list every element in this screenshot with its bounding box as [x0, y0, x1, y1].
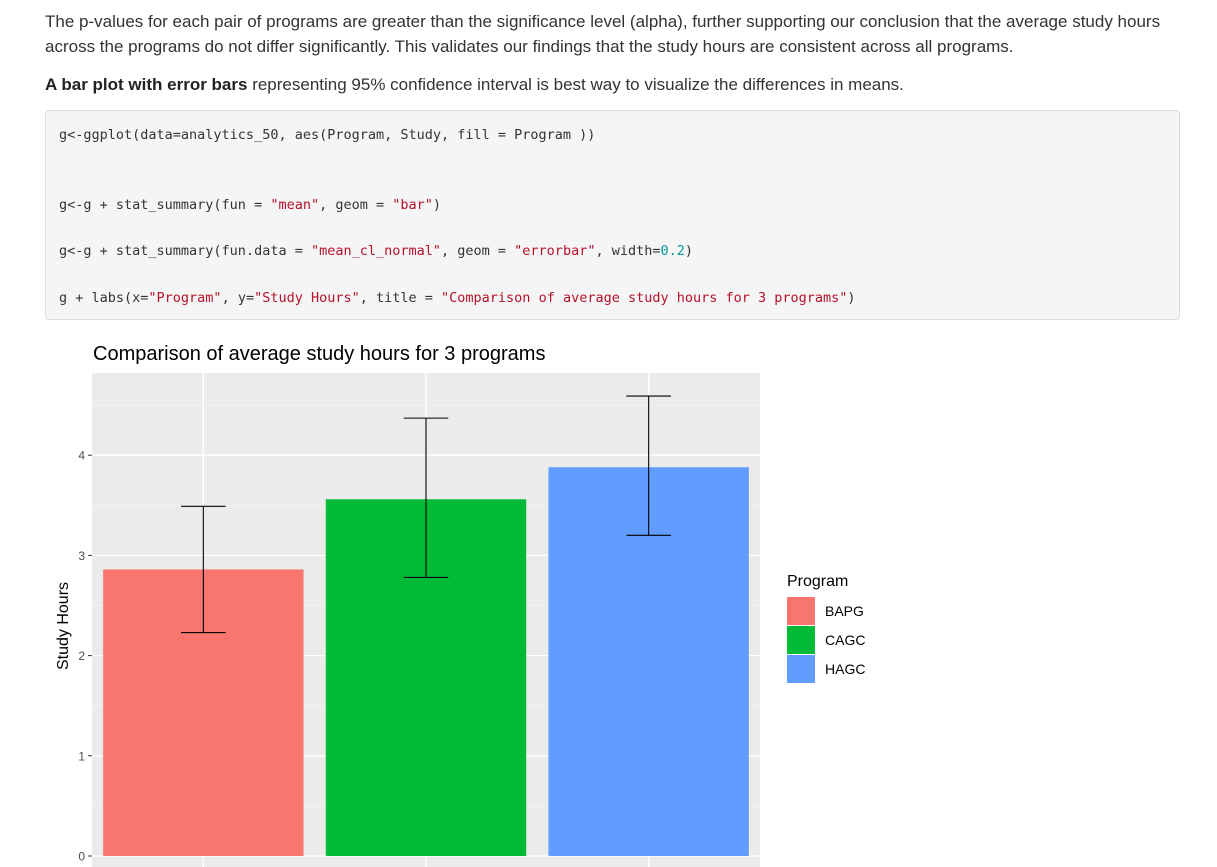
- code-line-1: g<-ggplot(data=analytics_50, aes(Program…: [59, 127, 596, 143]
- conclusion-paragraph: The p-values for each pair of programs a…: [45, 12, 1161, 56]
- legend-key-hagc: [787, 655, 815, 683]
- legend-key-bapg: [787, 597, 815, 625]
- code-line-4: g + labs(x="Program", y="Study Hours", t…: [59, 290, 856, 306]
- code-line-3: g<-g + stat_summary(fun.data = "mean_cl_…: [59, 243, 694, 259]
- legend-label-bapg: BAPG: [825, 603, 864, 619]
- code-line-2: g<-g + stat_summary(fun = "mean", geom =…: [59, 197, 442, 213]
- bar-chart: Comparison of average study hours for 3 …: [55, 343, 865, 867]
- legend-label-cagc: CAGC: [825, 632, 865, 648]
- y-tick-label: 4: [78, 449, 85, 463]
- plot-description-bold: A bar plot with error bars: [45, 75, 248, 94]
- code-block: g<-ggplot(data=analytics_50, aes(Program…: [45, 110, 1180, 320]
- legend-key-cagc: [787, 626, 815, 654]
- y-tick-label: 1: [78, 749, 85, 763]
- chart-title: Comparison of average study hours for 3 …: [93, 343, 545, 365]
- legend-title: Program: [787, 573, 848, 590]
- y-axis-label: Study Hours: [55, 582, 72, 670]
- plot-description-paragraph: A bar plot with error bars representing …: [45, 72, 1185, 97]
- y-tick-label: 0: [78, 850, 85, 864]
- legend-label-hagc: HAGC: [825, 661, 865, 677]
- plot-description-text: representing 95% confidence interval is …: [247, 75, 904, 94]
- y-tick-label: 2: [78, 649, 85, 663]
- y-tick-label: 3: [78, 549, 85, 563]
